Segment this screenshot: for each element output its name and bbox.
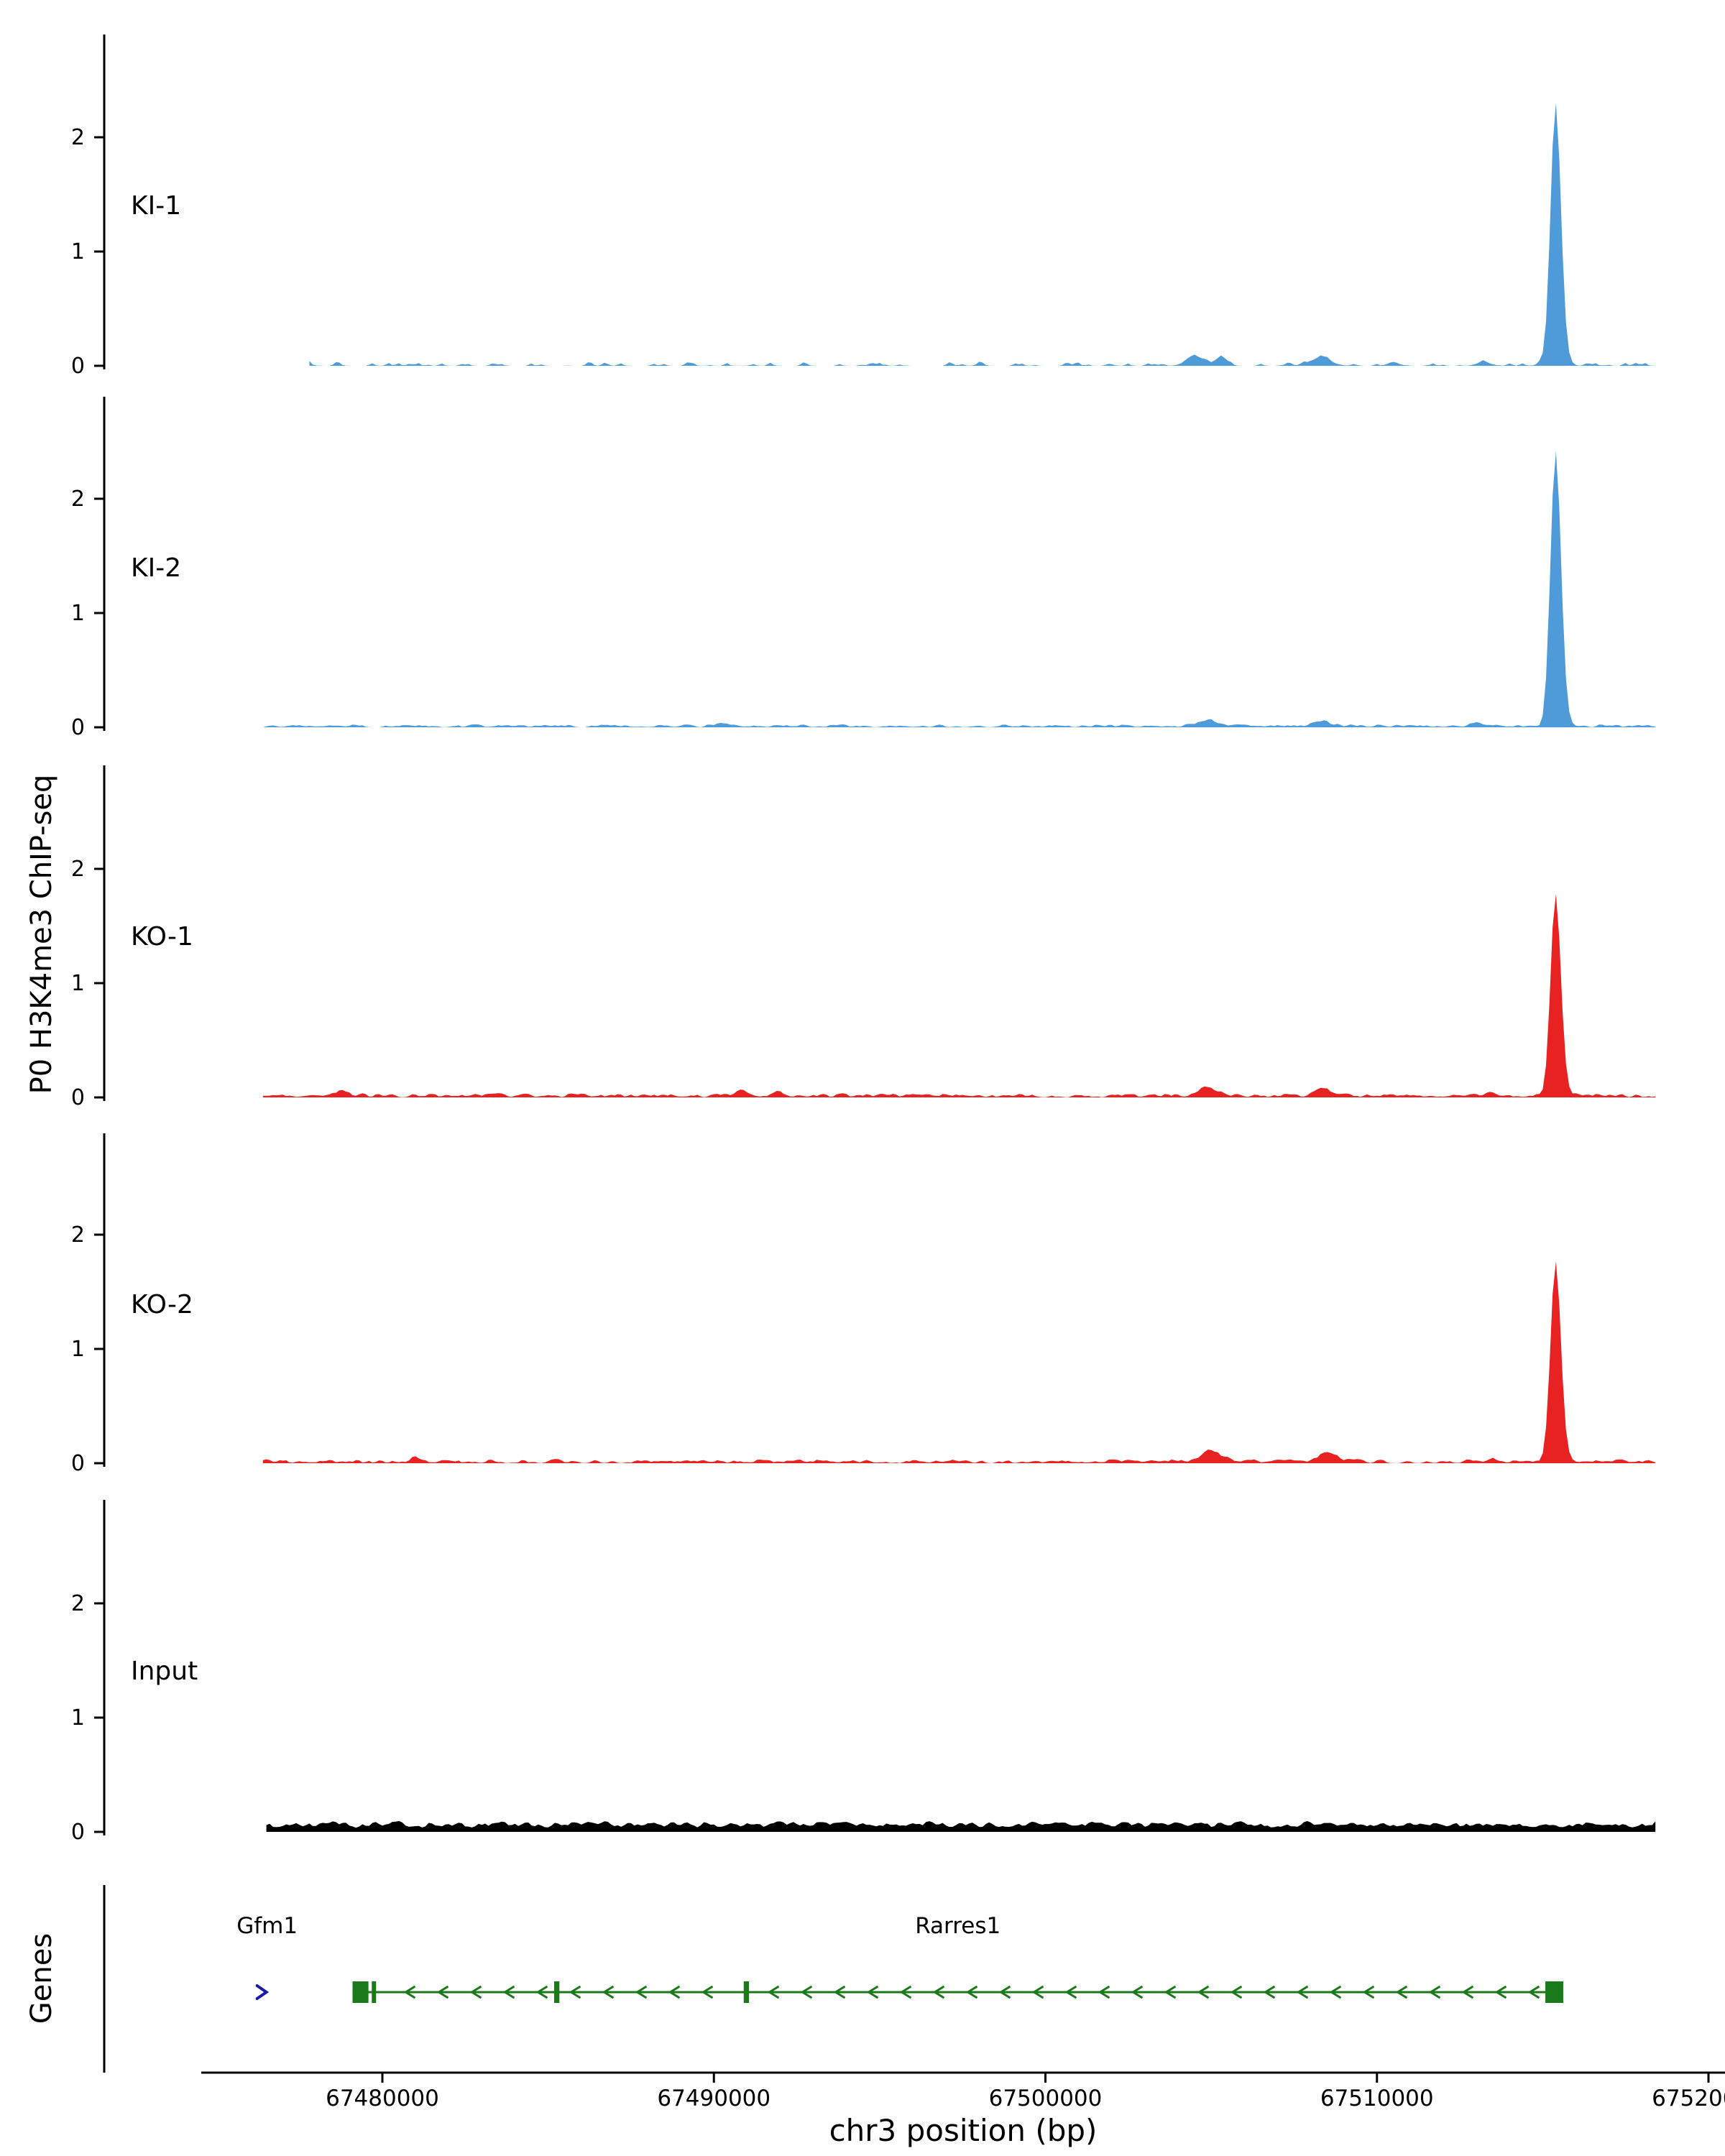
y-tick-label: 2 — [71, 857, 85, 882]
gene-strand-arrow — [1098, 1985, 1110, 1999]
gene-strand-arrow — [1461, 1985, 1474, 1999]
gene-rarres1: Rarres1 — [352, 1913, 1563, 2003]
x-tick-label: 67520000 — [1652, 2086, 1725, 2111]
y-tick-label: 1 — [71, 1705, 85, 1731]
track-name-label: KI-2 — [131, 553, 181, 583]
track-name-label: Input — [131, 1657, 198, 1686]
signal-area — [309, 103, 1656, 366]
gene-strand-arrow — [502, 1985, 515, 1999]
x-tick-label: 67490000 — [657, 2086, 770, 2111]
signal-area — [262, 1261, 1656, 1463]
track-name-label: KO-2 — [131, 1290, 193, 1319]
gene-strand-arrow — [1263, 1985, 1276, 1999]
y-tick-label: 1 — [71, 971, 85, 996]
gene-strand-arrow — [701, 1985, 714, 1999]
gene-strand-arrow — [569, 1985, 581, 1999]
gene-strand-arrow — [965, 1985, 978, 1999]
gene-exon — [1545, 1981, 1563, 2003]
gene-strand-arrow — [469, 1985, 482, 1999]
gene-strand-arrow — [602, 1985, 615, 1999]
gene-exon — [743, 1981, 750, 2003]
track-name-label: KI-1 — [131, 191, 181, 221]
gene-strand-arrow — [1131, 1985, 1144, 1999]
gene-name-label: Gfm1 — [236, 1913, 298, 1939]
gene-strand-arrow — [1428, 1985, 1441, 1999]
gene-strand-arrow — [1494, 1985, 1507, 1999]
y-tick-label: 1 — [71, 601, 85, 626]
gene-strand-arrow — [1064, 1985, 1077, 1999]
gene-strand-arrow — [1527, 1985, 1540, 1999]
gene-exon — [372, 1981, 377, 2003]
gene-strand-arrow — [1164, 1985, 1177, 1999]
gene-strand-arrow — [668, 1985, 681, 1999]
y-tick-label: 1 — [71, 239, 85, 264]
track-name-label: KO-1 — [131, 922, 193, 952]
x-axis: 67480000 67490000 67500000 67510000 67520000 — [201, 2071, 1725, 2111]
gene-strand-arrow — [1395, 1985, 1408, 1999]
gene-exon — [352, 1981, 369, 2003]
gene-gfm1: Gfm1 — [236, 1913, 298, 2000]
gene-strand-arrow — [535, 1985, 548, 1999]
y-tick-label: 0 — [71, 354, 85, 379]
gene-strand-arrow — [436, 1985, 449, 1999]
y-tick-label: 0 — [71, 1085, 85, 1110]
x-axis-title: chr3 position (bp) — [829, 2113, 1098, 2148]
y-tick-label: 2 — [71, 487, 85, 512]
gene-exon — [553, 1981, 560, 2003]
signal-track-ko-2: 0 1 2 KO-2 — [71, 1133, 1656, 1476]
signal-track-ki-2: 0 1 2 KI-2 — [71, 397, 1656, 740]
gene-strand-arrow — [899, 1985, 912, 1999]
gene-strand-arrow — [767, 1985, 780, 1999]
y-tick-label: 2 — [71, 1222, 85, 1248]
gene-strand-arrow — [833, 1985, 846, 1999]
signal-track-input: 0 1 2 Input — [71, 1500, 1656, 1845]
signal-track-ki-1: 0 1 2 KI-1 — [71, 34, 1656, 379]
x-tick-label: 67500000 — [989, 2086, 1103, 2111]
gene-strand-arrow — [866, 1985, 879, 1999]
y-tick-label: 0 — [71, 1451, 85, 1476]
gene-strand-arrow — [403, 1985, 416, 1999]
gene-strand-arrow — [1197, 1985, 1210, 1999]
gene-strand-arrow — [932, 1985, 945, 1999]
x-tick-label: 67510000 — [1320, 2086, 1434, 2111]
signal-area — [262, 451, 1656, 727]
signal-track-ko-1: 0 1 2 KO-1 — [71, 765, 1656, 1110]
gene-strand-arrow — [635, 1985, 648, 1999]
signal-area — [266, 1820, 1656, 1832]
genes-panel: Gfm1 Rarres1 — [103, 1885, 1563, 2073]
gene-strand-arrow — [1296, 1985, 1309, 1999]
x-tick-label: 67480000 — [326, 2086, 439, 2111]
y-tick-label: 0 — [71, 715, 85, 740]
y-tick-label: 0 — [71, 1820, 85, 1845]
gene-strand-arrow — [998, 1985, 1011, 1999]
signal-area — [262, 893, 1656, 1097]
gene-strand-arrow — [800, 1985, 813, 1999]
gene-strand-arrow — [1329, 1985, 1342, 1999]
gene-name-label: Rarres1 — [915, 1913, 1000, 1939]
y-tick-label: 2 — [71, 125, 85, 150]
gene-strand-arrow — [255, 1984, 270, 2000]
gene-strand-arrow — [1362, 1985, 1375, 1999]
gene-strand-arrow — [1230, 1985, 1243, 1999]
y-tick-label: 1 — [71, 1337, 85, 1362]
gene-strand-arrow — [1031, 1985, 1044, 1999]
y-tick-label: 2 — [71, 1591, 85, 1616]
